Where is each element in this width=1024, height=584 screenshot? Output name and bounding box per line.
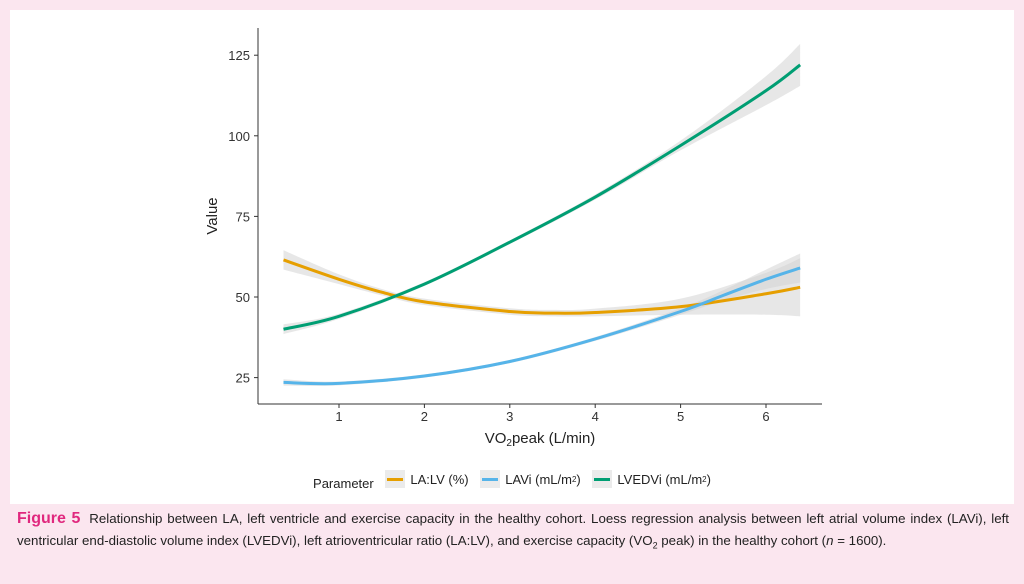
y-tick-label: 75 — [236, 209, 250, 224]
legend-title: Parameter — [313, 476, 374, 491]
legend-item-lvedvi: LVEDVi (mL/m 2) — [592, 470, 711, 488]
figure-panel — [10, 10, 1014, 504]
series-line-0 — [282, 258, 801, 315]
legend-item-lavi: LAVi (mL/m 2) — [480, 470, 581, 488]
y-axis-label: Value — [204, 197, 221, 234]
series-line-1 — [283, 266, 801, 386]
legend-sup: 2 — [702, 474, 707, 484]
x-tick-label: 3 — [506, 409, 513, 424]
caption-text: Relationship between LA, left ventricle … — [17, 511, 1009, 548]
legend-close: ) — [706, 471, 711, 487]
y-tick-label: 100 — [228, 129, 250, 144]
y-tick-label: 125 — [228, 48, 250, 63]
caption-n: n — [826, 533, 834, 548]
figure-label: Figure 5 — [17, 510, 81, 527]
legend: Parameter LA:LV (%) LAVi (mL/m 2) LVEDVi … — [0, 470, 1024, 491]
x-tick-label: 4 — [592, 409, 599, 424]
x-tick-label: 6 — [762, 409, 769, 424]
legend-item-lalv: LA:LV (%) — [385, 470, 469, 488]
ci-band-1 — [283, 253, 801, 387]
legend-key — [592, 470, 613, 488]
legend-close: ) — [576, 471, 581, 487]
legend-label: LA:LV (%) — [410, 471, 469, 487]
figure-caption: Figure 5 Relationship between LA, left v… — [17, 508, 1009, 557]
x-tick-label: 1 — [335, 409, 342, 424]
loess-chart: 1 2 3 4 5 6 25 50 75 100 125 VO2peak (L/min) Value — [204, 28, 822, 449]
legend-sup: 2 — [571, 474, 577, 484]
caption-sub: 2 — [652, 540, 658, 551]
x-axis-label: VO2peak (L/min) — [485, 430, 596, 449]
caption-text: = 1600). — [833, 533, 887, 548]
x-tick-label: 2 — [421, 409, 428, 424]
ci-band-0 — [283, 250, 801, 317]
legend-label: LVEDVi (mL/m — [617, 471, 703, 487]
legend-label: LAVi (mL/m — [505, 471, 572, 487]
legend-key — [385, 470, 406, 488]
y-tick-label: 25 — [236, 371, 250, 386]
y-tick-label: 50 — [236, 290, 250, 305]
caption-text: peak) in the healthy cohort ( — [657, 533, 827, 548]
x-tick-label: 5 — [677, 409, 684, 424]
series-line-2 — [283, 63, 802, 331]
legend-key — [480, 470, 501, 488]
